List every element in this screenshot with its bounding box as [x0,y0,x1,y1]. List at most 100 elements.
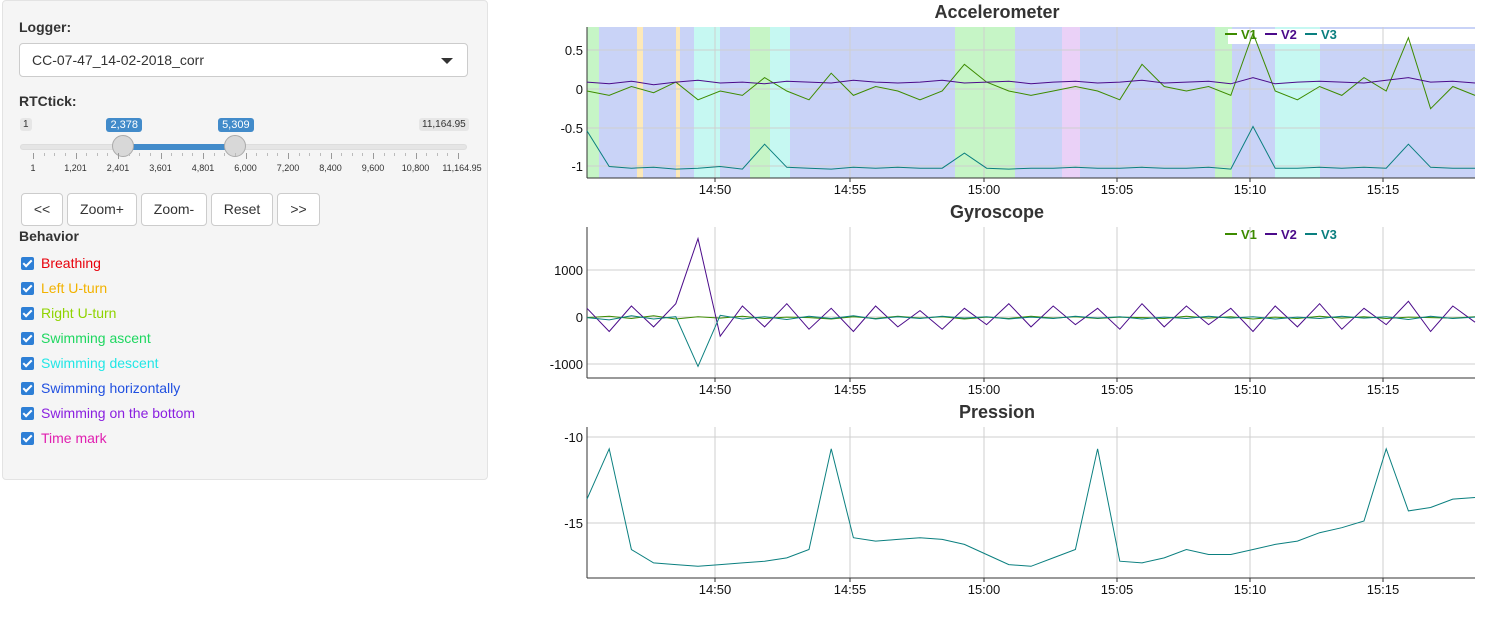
behavior-checkbox[interactable] [21,432,34,445]
x-tick-label: 15:15 [1367,182,1400,197]
y-tick-label: -0.5 [561,121,583,136]
behavior-band [750,27,770,178]
behavior-band [599,27,637,178]
y-tick-label: 0.5 [565,43,583,58]
reset-button[interactable]: Reset [211,193,273,226]
series-line-v2 [586,77,1476,86]
slider-min-label: 1 [20,118,32,131]
x-tick-label: 15:15 [1367,382,1400,397]
slider-tick [107,153,109,156]
behavior-checkbox[interactable] [21,357,34,370]
x-tick-label: 15:05 [1101,182,1134,197]
behavior-checkbox[interactable] [21,332,34,345]
prev-button[interactable]: << [21,193,63,226]
behavior-band [676,27,680,178]
series-line-v2 [586,236,1476,338]
behavior-label-text[interactable]: Swimming on the bottom [41,405,196,421]
slider-tick [458,153,459,159]
slider-low-value: 2,378 [106,118,143,132]
slider-tick-label: 11,164.95 [442,163,482,173]
behavior-label-text[interactable]: Swimming descent [41,355,159,371]
behavior-checkbox[interactable] [21,307,34,320]
chart-title: Pression [959,402,1035,422]
zoom-in-button[interactable]: Zoom+ [67,193,137,226]
slider-tick-label: 7,200 [276,163,300,173]
slider-tick [224,153,226,156]
behavior-label-text[interactable]: Right U-turn [41,305,117,321]
behavior-label-text[interactable]: Swimming ascent [41,330,151,346]
slider-tick-label: 10,800 [401,163,430,173]
slider-tick [245,153,247,159]
behavior-band [1080,27,1215,178]
x-tick-label: 14:55 [834,582,867,597]
x-tick-label: 15:05 [1101,382,1134,397]
behavior-band [770,27,790,178]
behavior-label-text[interactable]: Swimming horizontally [41,380,181,396]
y-tick-label: 0 [576,310,583,325]
slider-max-label: 11,164.95 [419,118,469,131]
behavior-band [680,27,694,178]
behavior-band [643,27,676,178]
behavior-band [955,27,1015,178]
slider-tick [373,153,374,159]
behavior-band [1320,27,1475,178]
slider-tick [404,153,406,156]
slider-tick [203,153,204,159]
chart-title: Accelerometer [934,2,1059,22]
slider-tick [309,153,311,156]
series-line-v1 [586,315,1476,320]
slider-selected-range[interactable] [123,144,236,150]
y-tick-label: -1 [571,159,583,174]
slider-tick [118,153,119,159]
x-tick-label: 14:55 [834,382,867,397]
behavior-band [1015,27,1062,178]
slider-tick [192,153,194,156]
sidebar-panel [2,0,488,480]
zoom-out-button[interactable]: Zoom- [141,193,207,226]
x-tick-label: 15:00 [968,582,1001,597]
slider-tick [33,153,34,159]
slider-tick [213,153,215,156]
legend-entry: V3 [1321,227,1337,242]
slider-tick [351,153,353,156]
slider-tick [447,153,449,156]
slider-tick [341,153,343,156]
slider-tick [266,153,268,156]
behavior-checkbox[interactable] [21,282,34,295]
slider-tick [256,153,258,156]
slider-high-handle[interactable] [224,135,247,157]
slider-tick [43,153,45,156]
behavior-checkbox[interactable] [21,382,34,395]
logger-select[interactable]: CC-07-47_14-02-2018_corr [19,43,468,77]
slider-tick [330,153,332,159]
behavior-checkbox[interactable] [21,407,34,420]
slider-tick-label: 9,600 [361,163,385,173]
slider-tick [319,153,321,156]
slider-low-handle[interactable] [112,135,135,157]
y-tick-label: 0 [576,82,583,97]
logger-label: Logger: [19,19,72,35]
x-tick-label: 15:00 [968,382,1001,397]
slider-tick [171,153,173,156]
x-tick-label: 14:50 [699,382,732,397]
behavior-label-text[interactable]: Breathing [41,255,101,271]
legend-entry: V1 [1241,227,1257,242]
chart-title: Gyroscope [950,202,1044,222]
slider-tick [415,153,417,159]
x-tick-label: 15:00 [968,182,1001,197]
next-button[interactable]: >> [277,193,320,226]
slider-tick [96,153,98,156]
y-tick-label: -15 [564,516,583,531]
series-line-v1 [586,31,1476,110]
behavior-label-text[interactable]: Left U-turn [41,280,108,296]
slider-tick [139,153,141,156]
behavior-checkbox[interactable] [21,257,34,270]
slider-tick-label: 1,201 [64,163,87,173]
slider-tick [436,153,438,156]
legend-entry: V2 [1281,27,1297,42]
legend-entry: V1 [1241,27,1257,42]
slider-tick [128,153,130,156]
x-tick-label: 15:10 [1234,182,1267,197]
slider-tick-label: 2,401 [106,163,130,173]
behavior-label-text[interactable]: Time mark [41,430,107,446]
